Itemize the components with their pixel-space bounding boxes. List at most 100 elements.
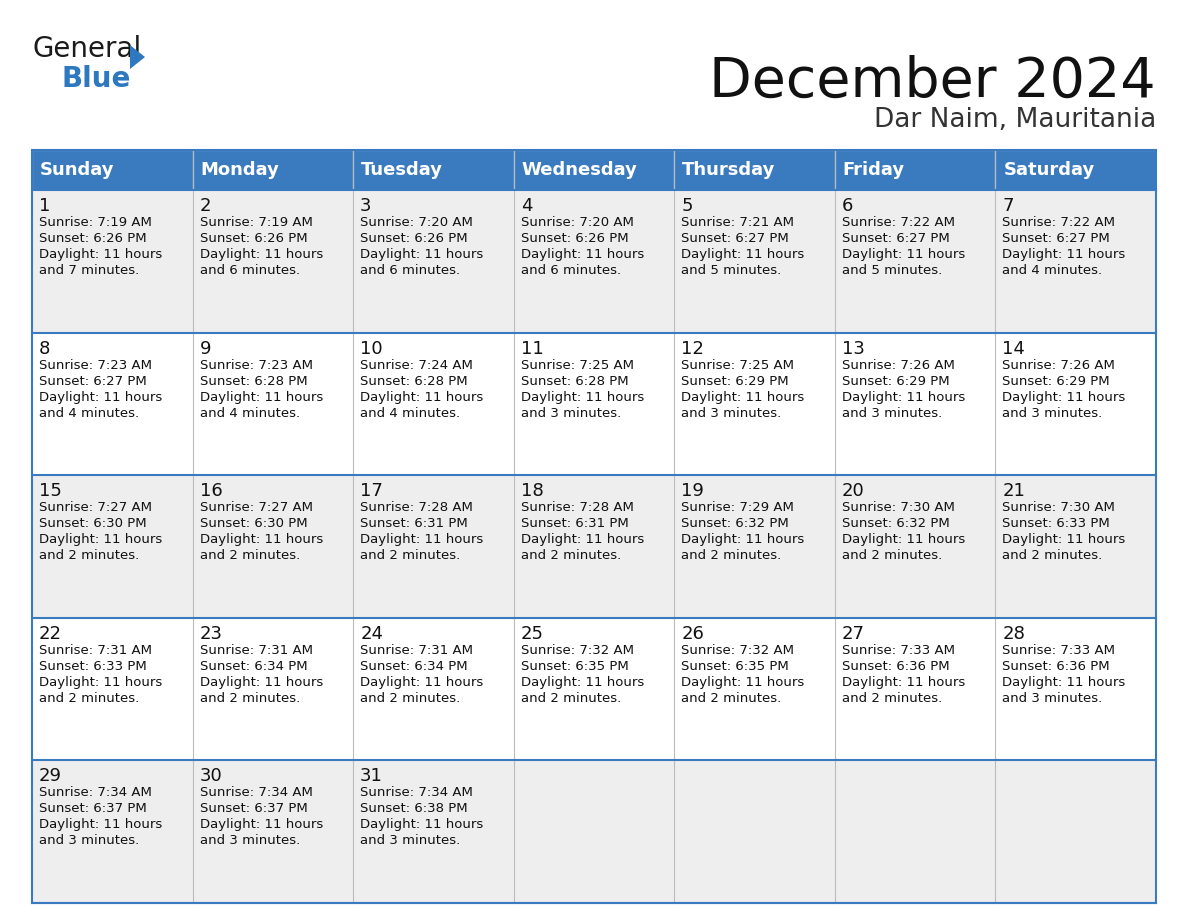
Text: Sunset: 6:26 PM: Sunset: 6:26 PM xyxy=(200,232,308,245)
Text: and 3 minutes.: and 3 minutes. xyxy=(1003,407,1102,420)
Text: 2: 2 xyxy=(200,197,211,215)
Text: Daylight: 11 hours: Daylight: 11 hours xyxy=(200,533,323,546)
Text: Daylight: 11 hours: Daylight: 11 hours xyxy=(520,390,644,404)
Text: and 2 minutes.: and 2 minutes. xyxy=(200,692,299,705)
Bar xyxy=(32,190,1156,332)
Text: Sunrise: 7:34 AM: Sunrise: 7:34 AM xyxy=(200,787,312,800)
Text: 26: 26 xyxy=(681,625,704,643)
Text: and 4 minutes.: and 4 minutes. xyxy=(200,407,299,420)
Text: Sunrise: 7:28 AM: Sunrise: 7:28 AM xyxy=(360,501,473,514)
Text: General: General xyxy=(32,35,141,63)
Text: Daylight: 11 hours: Daylight: 11 hours xyxy=(39,390,163,404)
Text: and 2 minutes.: and 2 minutes. xyxy=(39,549,139,562)
Text: Daylight: 11 hours: Daylight: 11 hours xyxy=(39,676,163,688)
Text: Sunset: 6:28 PM: Sunset: 6:28 PM xyxy=(360,375,468,387)
Text: Daylight: 11 hours: Daylight: 11 hours xyxy=(200,248,323,261)
Text: and 3 minutes.: and 3 minutes. xyxy=(842,407,942,420)
Bar xyxy=(32,150,192,190)
Text: and 3 minutes.: and 3 minutes. xyxy=(1003,692,1102,705)
Text: Daylight: 11 hours: Daylight: 11 hours xyxy=(39,533,163,546)
Text: Sunset: 6:27 PM: Sunset: 6:27 PM xyxy=(681,232,789,245)
Text: Daylight: 11 hours: Daylight: 11 hours xyxy=(681,390,804,404)
Text: 8: 8 xyxy=(39,340,50,358)
Bar xyxy=(192,150,353,190)
Text: Sunrise: 7:27 AM: Sunrise: 7:27 AM xyxy=(39,501,152,514)
Text: 11: 11 xyxy=(520,340,543,358)
Text: Sunset: 6:31 PM: Sunset: 6:31 PM xyxy=(520,517,628,531)
Text: 27: 27 xyxy=(842,625,865,643)
Text: and 6 minutes.: and 6 minutes. xyxy=(520,264,621,277)
Text: and 2 minutes.: and 2 minutes. xyxy=(842,549,942,562)
Text: Daylight: 11 hours: Daylight: 11 hours xyxy=(39,819,163,832)
Text: 9: 9 xyxy=(200,340,211,358)
Text: Sunrise: 7:23 AM: Sunrise: 7:23 AM xyxy=(39,359,152,372)
Text: and 4 minutes.: and 4 minutes. xyxy=(1003,264,1102,277)
Text: 15: 15 xyxy=(39,482,62,500)
Text: and 2 minutes.: and 2 minutes. xyxy=(360,549,461,562)
Text: 25: 25 xyxy=(520,625,544,643)
Text: 23: 23 xyxy=(200,625,222,643)
Text: Sunday: Sunday xyxy=(40,161,114,179)
Text: Daylight: 11 hours: Daylight: 11 hours xyxy=(842,390,965,404)
Text: Daylight: 11 hours: Daylight: 11 hours xyxy=(360,533,484,546)
Text: Sunrise: 7:27 AM: Sunrise: 7:27 AM xyxy=(200,501,312,514)
Text: Sunrise: 7:33 AM: Sunrise: 7:33 AM xyxy=(842,644,955,656)
Text: Sunset: 6:34 PM: Sunset: 6:34 PM xyxy=(360,660,468,673)
Text: Sunrise: 7:24 AM: Sunrise: 7:24 AM xyxy=(360,359,473,372)
Text: Tuesday: Tuesday xyxy=(361,161,443,179)
Text: Sunset: 6:28 PM: Sunset: 6:28 PM xyxy=(200,375,308,387)
Bar xyxy=(353,150,513,190)
Text: Sunrise: 7:31 AM: Sunrise: 7:31 AM xyxy=(39,644,152,656)
Text: and 2 minutes.: and 2 minutes. xyxy=(39,692,139,705)
Text: and 2 minutes.: and 2 minutes. xyxy=(681,692,782,705)
Text: 7: 7 xyxy=(1003,197,1013,215)
Text: Sunset: 6:30 PM: Sunset: 6:30 PM xyxy=(200,517,308,531)
Text: Sunset: 6:34 PM: Sunset: 6:34 PM xyxy=(200,660,308,673)
Text: Daylight: 11 hours: Daylight: 11 hours xyxy=(360,248,484,261)
Text: 6: 6 xyxy=(842,197,853,215)
Bar xyxy=(32,332,1156,476)
Bar xyxy=(675,150,835,190)
Text: Daylight: 11 hours: Daylight: 11 hours xyxy=(520,533,644,546)
Text: Friday: Friday xyxy=(842,161,905,179)
Text: and 5 minutes.: and 5 minutes. xyxy=(842,264,942,277)
Text: Daylight: 11 hours: Daylight: 11 hours xyxy=(360,819,484,832)
Text: Sunrise: 7:29 AM: Sunrise: 7:29 AM xyxy=(681,501,794,514)
Text: 13: 13 xyxy=(842,340,865,358)
Text: and 2 minutes.: and 2 minutes. xyxy=(200,549,299,562)
Text: and 4 minutes.: and 4 minutes. xyxy=(39,407,139,420)
Text: Daylight: 11 hours: Daylight: 11 hours xyxy=(200,390,323,404)
Text: and 6 minutes.: and 6 minutes. xyxy=(360,264,460,277)
Text: Sunset: 6:30 PM: Sunset: 6:30 PM xyxy=(39,517,146,531)
Text: Sunset: 6:36 PM: Sunset: 6:36 PM xyxy=(842,660,949,673)
Text: Sunset: 6:38 PM: Sunset: 6:38 PM xyxy=(360,802,468,815)
Text: Thursday: Thursday xyxy=(682,161,776,179)
Text: 31: 31 xyxy=(360,767,383,786)
Text: Sunset: 6:26 PM: Sunset: 6:26 PM xyxy=(39,232,146,245)
Text: Sunrise: 7:34 AM: Sunrise: 7:34 AM xyxy=(360,787,473,800)
Text: Daylight: 11 hours: Daylight: 11 hours xyxy=(360,390,484,404)
Text: and 2 minutes.: and 2 minutes. xyxy=(842,692,942,705)
Text: 5: 5 xyxy=(681,197,693,215)
Text: Daylight: 11 hours: Daylight: 11 hours xyxy=(39,248,163,261)
Text: Sunrise: 7:28 AM: Sunrise: 7:28 AM xyxy=(520,501,633,514)
Text: Sunrise: 7:20 AM: Sunrise: 7:20 AM xyxy=(360,216,473,229)
Text: 3: 3 xyxy=(360,197,372,215)
Text: and 3 minutes.: and 3 minutes. xyxy=(360,834,461,847)
Text: Wednesday: Wednesday xyxy=(522,161,638,179)
Text: and 3 minutes.: and 3 minutes. xyxy=(681,407,782,420)
Text: Daylight: 11 hours: Daylight: 11 hours xyxy=(681,533,804,546)
Text: 30: 30 xyxy=(200,767,222,786)
Text: Sunset: 6:37 PM: Sunset: 6:37 PM xyxy=(200,802,308,815)
Text: Sunrise: 7:31 AM: Sunrise: 7:31 AM xyxy=(360,644,473,656)
Text: Sunrise: 7:26 AM: Sunrise: 7:26 AM xyxy=(842,359,955,372)
Text: Sunrise: 7:33 AM: Sunrise: 7:33 AM xyxy=(1003,644,1116,656)
Text: Sunrise: 7:30 AM: Sunrise: 7:30 AM xyxy=(842,501,955,514)
Text: Daylight: 11 hours: Daylight: 11 hours xyxy=(1003,676,1126,688)
Text: 28: 28 xyxy=(1003,625,1025,643)
Text: Sunset: 6:37 PM: Sunset: 6:37 PM xyxy=(39,802,147,815)
Bar xyxy=(835,150,996,190)
Text: Sunset: 6:27 PM: Sunset: 6:27 PM xyxy=(842,232,949,245)
Text: 18: 18 xyxy=(520,482,543,500)
Text: Daylight: 11 hours: Daylight: 11 hours xyxy=(681,248,804,261)
